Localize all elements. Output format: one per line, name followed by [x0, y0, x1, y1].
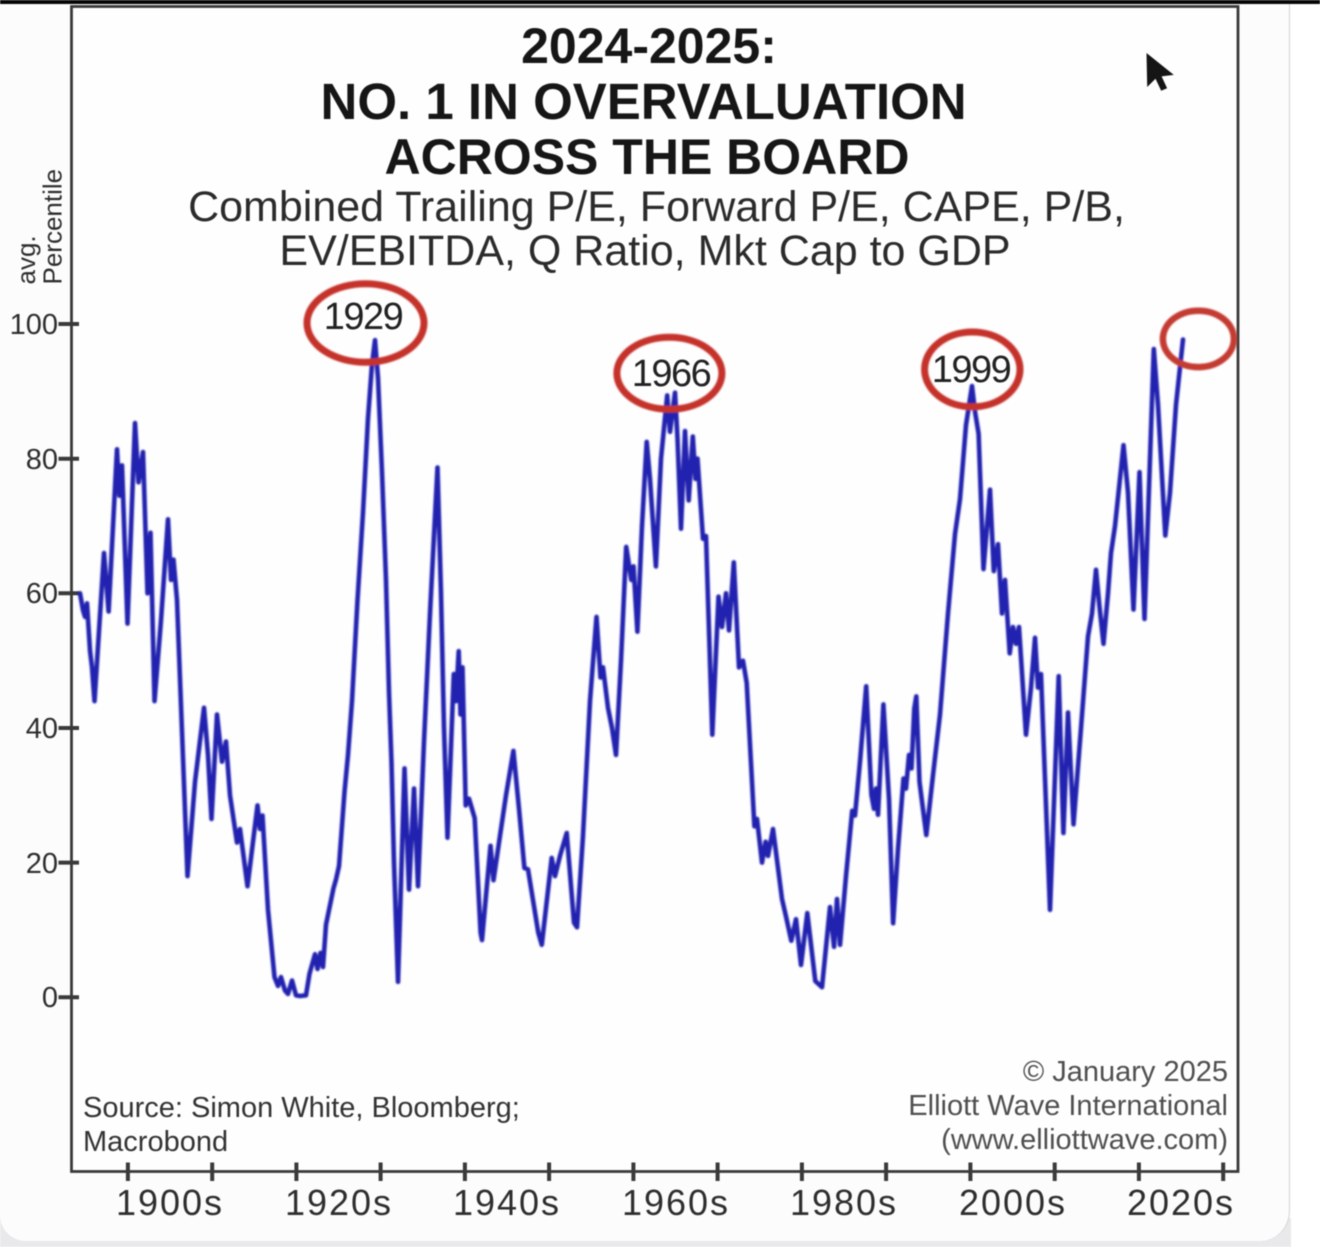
svg-text:Percentile: Percentile — [38, 169, 68, 285]
svg-text:avg.: avg. — [11, 235, 41, 284]
